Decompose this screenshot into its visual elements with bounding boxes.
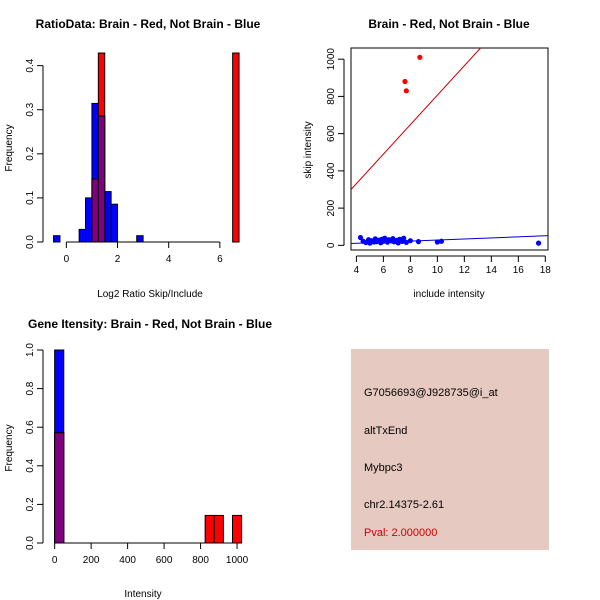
p2-x-tick-label: 0: [52, 555, 58, 566]
not-brain-point: [415, 239, 422, 245]
p2-bar-brain: [204, 514, 215, 544]
p2-y-tick-label: 1.0: [25, 343, 36, 357]
ratio-histogram-axes: 0 2 4 6 0.0 0.1 0.2 0.3 0.4: [25, 58, 223, 265]
p1-x-tick-label: 12: [459, 265, 471, 276]
p2-x-tick-label: 400: [119, 555, 136, 566]
scatter-marks: [351, 48, 548, 246]
p0-bar-not-brain: [110, 203, 119, 243]
brain-point: [402, 78, 408, 85]
p2-x-tick-label: 600: [156, 555, 173, 566]
p0-bar-brain: [232, 52, 240, 243]
p0-y-tick-label: 0.1: [25, 191, 36, 205]
p2-y-tick-label: 0.8: [25, 381, 36, 395]
p0-bar-not-brain: [136, 235, 144, 243]
p2-y-tick-label: 0.2: [25, 497, 36, 511]
p1-x-tick-label: 4: [354, 265, 360, 276]
p0-x-tick-label: 4: [166, 254, 172, 265]
p1-y-tick-label: 200: [326, 199, 337, 216]
p2-y-tick-label: 0.0: [25, 536, 36, 550]
ratio-histogram-xlabel: Log2 Ratio Skip/Include: [97, 289, 203, 300]
brain-point: [403, 88, 409, 94]
intensity-histogram-xlabel: Intensity: [124, 589, 161, 600]
p2-bar-brain: [213, 514, 224, 544]
not-brain-point: [535, 240, 542, 246]
info-panel: G7056693@J928735@i_at altTxEnd Mybpc3 ch…: [351, 349, 549, 550]
ratio-histogram-ylabel: Frequency: [4, 124, 15, 171]
p1-x-tick-label: 14: [486, 265, 498, 276]
not-brain-point: [401, 235, 407, 241]
gene-name-text: Mybpc3: [364, 462, 403, 474]
info-background: [351, 349, 549, 550]
p0-bar-overlap: [97, 115, 106, 243]
not-brain-point: [434, 239, 440, 245]
scatter-ylabel: skip intensity: [303, 121, 314, 178]
p2-bar-overlap: [54, 432, 65, 544]
p2-y-tick-label: 0.4: [25, 458, 36, 472]
ratio-histogram-title: RatioData: Brain - Red, Not Brain - Blue: [36, 17, 261, 31]
p1-x-tick-label: 16: [513, 265, 525, 276]
p0-bar-not-brain: [78, 228, 87, 243]
probe-id-text: G7056693@J928735@i_at: [364, 387, 498, 399]
not-brain-point: [357, 234, 364, 241]
p0-x-tick-label: 2: [115, 254, 121, 265]
p2-y-tick-label: 0.6: [25, 420, 36, 434]
p0-y-tick-label: 0.0: [25, 235, 36, 249]
p1-y-tick-label: 1000: [326, 48, 337, 71]
p2-x-tick-label: 200: [83, 555, 100, 566]
p1-y-tick-label: 600: [326, 125, 337, 142]
scatter-title: Brain - Red, Not Brain - Blue: [368, 17, 530, 31]
scatter-axes: 4 6 8 10 12 14 16 18 0 200 400 600 800 1000: [326, 48, 551, 276]
location-text: chr2.14375-2.61: [364, 499, 444, 511]
intensity-histogram-panel: Gene Itensity: Brain - Red, Not Brain - …: [4, 317, 272, 600]
scatter-xlabel: include intensity: [413, 289, 484, 300]
p1-y-tick-label: 400: [326, 162, 337, 179]
not-brain-point: [403, 239, 409, 245]
p1-x-tick-label: 8: [408, 265, 414, 276]
ratio-histogram-panel: RatioData: Brain - Red, Not Brain - Blue…: [4, 17, 261, 300]
p0-x-tick-label: 6: [217, 254, 223, 265]
p0-x-tick-label: 0: [64, 254, 70, 265]
intensity-histogram-ylabel: Frequency: [4, 424, 15, 471]
scatter-panel: Brain - Red, Not Brain - Blue 4 6 8 10 12 14 1…: [303, 17, 551, 300]
brain-point: [417, 54, 423, 60]
p0-y-tick-label: 0.2: [25, 146, 36, 160]
not-brain-point: [438, 238, 445, 244]
p2-x-tick-label: 800: [192, 555, 209, 566]
intensity-histogram-title: Gene Itensity: Brain - Red, Not Brain - …: [28, 317, 272, 331]
not-brain-point: [407, 238, 413, 244]
p1-x-tick-label: 10: [432, 265, 444, 276]
scatter-plot-area: [351, 48, 548, 246]
p1-x-tick-label: 18: [540, 265, 552, 276]
p2-bar-brain: [231, 514, 243, 544]
event-type-text: altTxEnd: [364, 425, 407, 437]
p0-y-tick-label: 0.3: [25, 102, 36, 116]
p2-x-tick-label: 1000: [226, 555, 249, 566]
p0-bar-not-brain: [53, 235, 61, 243]
p0-y-tick-label: 0.4: [25, 58, 36, 72]
p0-bar-not-brain: [85, 197, 93, 243]
ratio-histogram-bars: [53, 52, 240, 243]
not-brain-point: [382, 235, 388, 241]
pval-text: Pval: 2.000000: [364, 527, 437, 539]
scatter-plot-box: [350, 47, 549, 251]
p0-bar-not-brain: [104, 191, 112, 243]
brain-fit-line: [351, 48, 481, 190]
p1-y-tick-label: 0: [326, 242, 337, 248]
p1-y-tick-label: 800: [326, 88, 337, 105]
p0-bar-overlap: [91, 178, 99, 243]
p1-x-tick-label: 6: [381, 265, 387, 276]
intensity-histogram-bars: [54, 349, 243, 544]
